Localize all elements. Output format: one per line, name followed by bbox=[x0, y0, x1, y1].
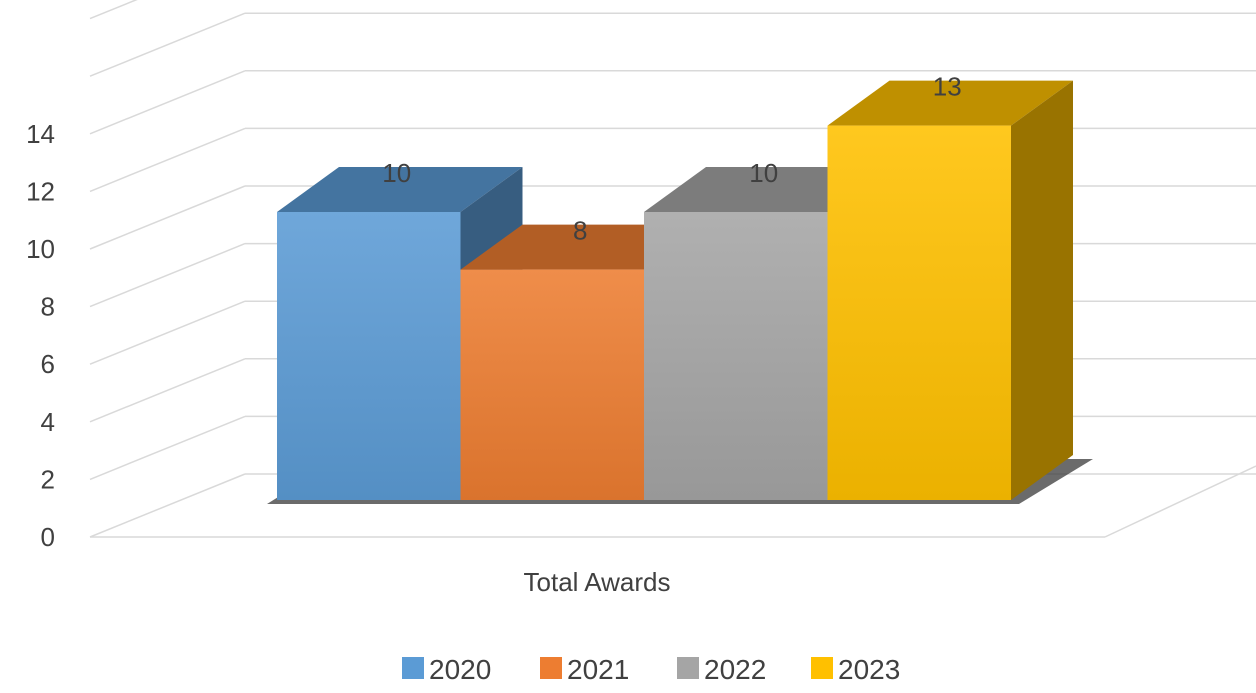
legend-item-2021: 2021 bbox=[540, 654, 629, 685]
gridline-side bbox=[89, 185, 246, 250]
bar-front-face bbox=[644, 212, 828, 500]
y-tick-label: 2 bbox=[41, 464, 55, 494]
y-axis: 0 2 4 6 8 10 12 14 bbox=[26, 119, 55, 552]
y-tick-label: 6 bbox=[41, 349, 55, 379]
bar-side-face bbox=[1011, 80, 1073, 500]
legend-swatch bbox=[811, 657, 833, 679]
bar-top-face bbox=[827, 80, 1073, 126]
category-label: Total Awards bbox=[524, 567, 671, 597]
legend-label: 2022 bbox=[704, 654, 766, 685]
legend-swatch bbox=[540, 657, 562, 679]
legend-item-2020: 2020 bbox=[402, 654, 491, 685]
legend-swatch bbox=[402, 657, 424, 679]
y-tick-label: 8 bbox=[41, 292, 55, 322]
data-label-2022: 10 bbox=[749, 158, 778, 188]
data-label-2021: 8 bbox=[573, 216, 587, 246]
bar-2023 bbox=[827, 80, 1073, 500]
data-label-2020: 10 bbox=[382, 158, 411, 188]
y-tick-label: 0 bbox=[41, 522, 55, 552]
bars bbox=[277, 80, 1073, 500]
gridline-side bbox=[89, 127, 246, 193]
gridline-side bbox=[89, 358, 246, 423]
legend-item-2022: 2022 bbox=[677, 654, 766, 685]
legend-item-2023: 2023 bbox=[811, 654, 900, 685]
gridline-side bbox=[89, 473, 246, 538]
gridline-side bbox=[89, 242, 246, 308]
bar-front-face bbox=[460, 269, 644, 500]
bar-top-face bbox=[277, 167, 523, 212]
y-tick-label: 4 bbox=[41, 407, 55, 437]
legend-label: 2023 bbox=[838, 654, 900, 685]
legend-swatch bbox=[677, 657, 699, 679]
gridline-side bbox=[89, 300, 246, 365]
gridline-side bbox=[89, 70, 246, 135]
y-tick-label: 10 bbox=[26, 234, 55, 264]
bar-front-face bbox=[277, 212, 461, 500]
y-tick-label: 14 bbox=[26, 119, 55, 149]
bar-front-face bbox=[827, 125, 1011, 500]
data-labels: 10 8 10 13 bbox=[382, 72, 961, 246]
legend-label: 2020 bbox=[429, 654, 491, 685]
gridline-side bbox=[89, 415, 246, 481]
x-axis: Total Awards bbox=[524, 567, 671, 597]
data-label-2023: 13 bbox=[933, 72, 962, 102]
floor-right-edge bbox=[1104, 465, 1256, 538]
y-tick-label: 12 bbox=[26, 176, 55, 206]
legend: 2020 2021 2022 2023 bbox=[402, 654, 900, 685]
gridline-side bbox=[89, 12, 246, 77]
gridline-side bbox=[89, 0, 138, 20]
legend-label: 2021 bbox=[567, 654, 629, 685]
